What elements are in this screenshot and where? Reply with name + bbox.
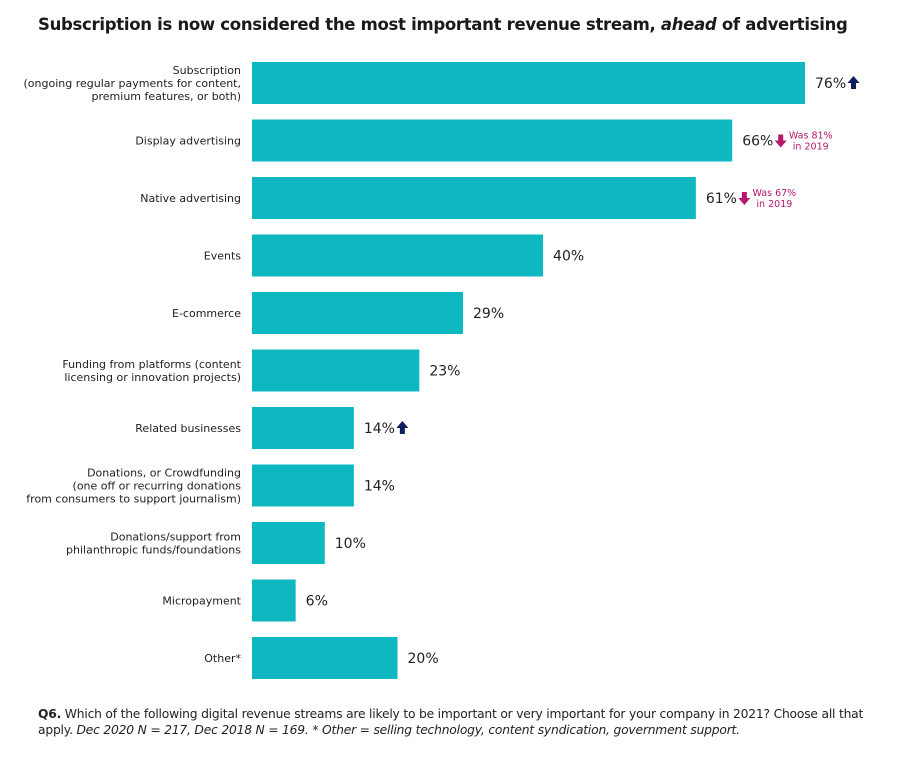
annotation-text: Was 81% in 2019 bbox=[789, 131, 833, 153]
category-label: Other* bbox=[204, 652, 241, 665]
category-label: Related businesses bbox=[135, 422, 241, 435]
category-label: Subscription (ongoing regular payments fo… bbox=[24, 64, 242, 103]
bar bbox=[252, 177, 696, 219]
value-label: 10% bbox=[335, 536, 366, 552]
annotation-text: Was 67% in 2019 bbox=[753, 188, 797, 210]
category-label: Funding from platforms (content licensing… bbox=[62, 358, 241, 384]
category-label: Micropayment bbox=[162, 595, 241, 608]
bar-chart: Subscription (ongoing regular payments fo… bbox=[24, 62, 860, 679]
category-label: Events bbox=[204, 250, 242, 263]
value-label: 40% bbox=[553, 249, 584, 265]
question-id: Q6. bbox=[38, 707, 62, 721]
chart-title: Subscription is now considered the most … bbox=[38, 15, 848, 34]
category-label: Donations, or Crowdfunding (one off or re… bbox=[26, 467, 241, 506]
bar bbox=[252, 407, 354, 449]
bar bbox=[252, 464, 354, 507]
arrow-down-icon bbox=[738, 192, 751, 205]
value-label: 66% bbox=[742, 134, 773, 150]
category-label: Display advertising bbox=[135, 135, 241, 148]
arrow-up-icon bbox=[847, 76, 860, 89]
arrow-down-icon bbox=[774, 134, 787, 148]
sample-note: Dec 2020 N = 217, Dec 2018 N = 169. * Ot… bbox=[76, 723, 741, 737]
value-label: 61% bbox=[706, 191, 737, 207]
bar bbox=[252, 349, 420, 392]
value-label: 6% bbox=[306, 594, 328, 610]
bar bbox=[252, 637, 398, 679]
value-label: 14% bbox=[364, 479, 395, 495]
category-label: E-commerce bbox=[172, 307, 241, 320]
bar bbox=[252, 292, 464, 334]
title-text-end: of advertising bbox=[716, 15, 848, 34]
bar bbox=[252, 119, 733, 162]
value-label: 20% bbox=[408, 651, 439, 667]
bar bbox=[252, 579, 296, 622]
bar bbox=[252, 234, 544, 277]
value-label: 76% bbox=[815, 76, 846, 92]
footnote: Q6. Which of the following digital reven… bbox=[38, 706, 868, 738]
bar bbox=[252, 522, 325, 564]
title-text: Subscription is now considered the most … bbox=[38, 15, 661, 34]
value-label: 29% bbox=[473, 306, 504, 322]
category-label: Native advertising bbox=[140, 192, 241, 205]
value-label: 23% bbox=[429, 364, 460, 380]
arrow-up-icon bbox=[396, 421, 409, 434]
title-emphasis: ahead bbox=[660, 15, 717, 34]
category-label: Donations/support from philanthropic fund… bbox=[66, 531, 241, 557]
bar bbox=[252, 62, 805, 104]
question-text: Which of the following digital revenue s… bbox=[38, 707, 864, 737]
value-label: 14% bbox=[364, 421, 395, 437]
